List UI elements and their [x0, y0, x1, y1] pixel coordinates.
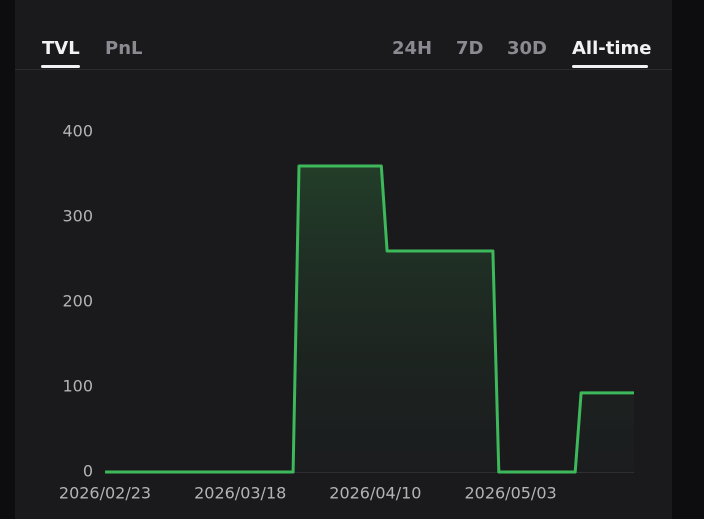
range-7d[interactable]: 7D — [456, 38, 483, 59]
range-24h[interactable]: 24H — [392, 38, 432, 59]
y-tick-label: 300 — [62, 207, 93, 226]
y-tick-label: 200 — [62, 292, 93, 311]
x-tick-label: 2026/03/18 — [194, 484, 286, 503]
x-tick-label: 2026/04/10 — [329, 484, 421, 503]
range-all-time[interactable]: All-time — [572, 38, 651, 59]
y-tick-label: 400 — [62, 122, 93, 141]
tab-tvl[interactable]: TVL — [42, 38, 80, 59]
chart: 0 100 200 300 400 2026/02/23 2026/03/18 2026/04… — [59, 122, 634, 503]
y-tick-label: 100 — [62, 377, 93, 396]
y-tick-label: 0 — [83, 462, 93, 481]
tab-underline — [41, 65, 80, 68]
tab-pnl[interactable]: PnL — [105, 38, 142, 59]
x-tick-label: 2026/02/23 — [59, 484, 151, 503]
x-tick-label: 2026/05/03 — [464, 484, 556, 503]
range-30d[interactable]: 30D — [507, 38, 547, 59]
range-underline — [572, 65, 648, 68]
line — [105, 164, 634, 474]
area — [105, 166, 634, 472]
